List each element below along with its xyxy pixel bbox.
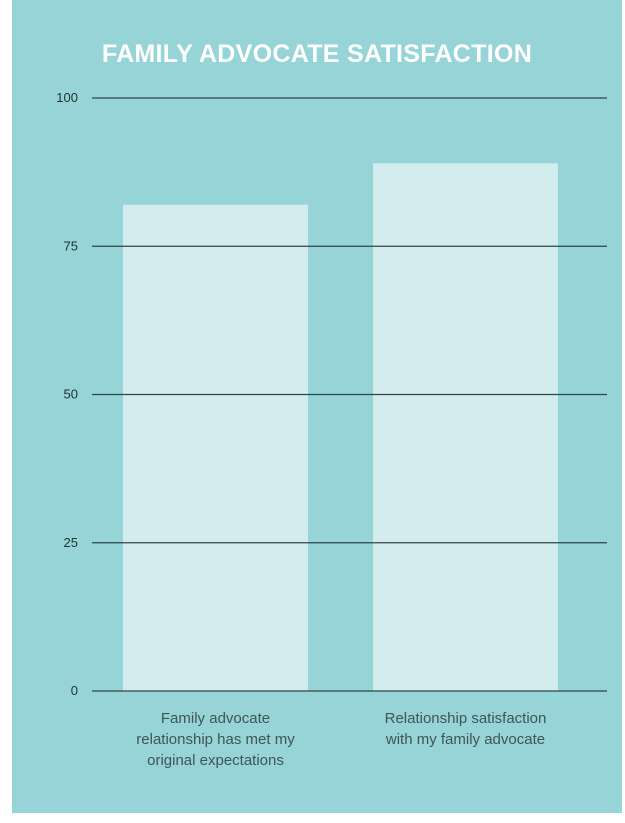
category-label-line: with my family advocate [385,731,546,748]
y-tick-label-25: 25 [64,535,78,550]
category-label-line: Relationship satisfaction [384,710,547,727]
chart-canvas: 0 25 50 75 100 [56,90,607,698]
y-tick-label-50: 50 [64,387,78,402]
chart-title: FAMILY ADVOCATE SATISFACTION [101,40,533,68]
category-label-2: Relationship satisfaction with my family … [361,708,571,750]
y-tick-label-0: 0 [71,683,78,698]
bar-1 [123,204,308,692]
category-label-line: original expectations [147,752,284,769]
bar-2 [373,163,558,692]
y-tick-label-75: 75 [64,238,78,253]
category-label-line: relationship has met my [136,731,295,748]
y-tick-label-100: 100 [56,90,78,105]
category-label-line: Family advocate [160,710,271,727]
category-label-1: Family advocate relationship has met my or… [111,708,321,771]
chart-panel: FAMILY ADVOCATE SATISFACTION 0 25 50 75 100 … [12,0,622,813]
